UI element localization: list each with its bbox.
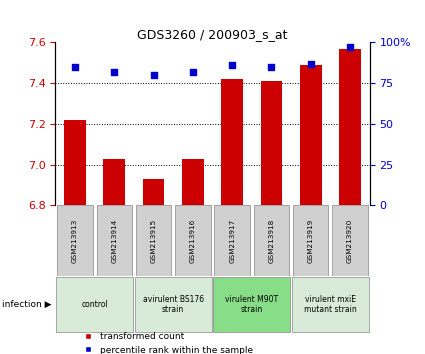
Text: control: control [81, 300, 108, 309]
Point [150, 72, 157, 78]
FancyBboxPatch shape [175, 205, 210, 276]
Title: GDS3260 / 200903_s_at: GDS3260 / 200903_s_at [137, 28, 288, 41]
FancyBboxPatch shape [56, 277, 133, 332]
Text: GSM213920: GSM213920 [347, 218, 353, 263]
Point [71, 64, 78, 70]
Legend: transformed count, percentile rank within the sample: transformed count, percentile rank withi… [76, 329, 257, 354]
FancyBboxPatch shape [135, 277, 212, 332]
Point [190, 69, 196, 75]
Text: GSM213917: GSM213917 [229, 218, 235, 263]
Bar [300, 65, 322, 205]
Point [111, 69, 118, 75]
Text: GSM213919: GSM213919 [308, 218, 314, 263]
Text: GSM213915: GSM213915 [150, 218, 156, 263]
Text: virulent mxiE
mutant strain: virulent mxiE mutant strain [304, 295, 357, 314]
Point [229, 62, 235, 68]
FancyBboxPatch shape [57, 205, 93, 276]
Text: GSM213918: GSM213918 [269, 218, 275, 263]
FancyBboxPatch shape [96, 205, 132, 276]
FancyBboxPatch shape [293, 205, 329, 276]
Text: infection ▶: infection ▶ [2, 300, 51, 309]
FancyBboxPatch shape [292, 277, 369, 332]
Text: GSM213914: GSM213914 [111, 218, 117, 263]
Text: avirulent BS176
strain: avirulent BS176 strain [143, 295, 204, 314]
Point [307, 61, 314, 67]
FancyBboxPatch shape [332, 205, 368, 276]
Point [268, 64, 275, 70]
Bar [103, 159, 125, 205]
Bar [261, 81, 282, 205]
Text: virulent M90T
strain: virulent M90T strain [225, 295, 278, 314]
Bar [182, 159, 204, 205]
FancyBboxPatch shape [254, 205, 289, 276]
FancyBboxPatch shape [136, 205, 171, 276]
Bar [221, 79, 243, 205]
FancyBboxPatch shape [215, 205, 250, 276]
Text: GSM213913: GSM213913 [72, 218, 78, 263]
Bar [143, 179, 164, 205]
Bar [339, 48, 361, 205]
FancyBboxPatch shape [213, 277, 290, 332]
Point [347, 45, 354, 50]
Bar [64, 120, 86, 205]
Text: GSM213916: GSM213916 [190, 218, 196, 263]
